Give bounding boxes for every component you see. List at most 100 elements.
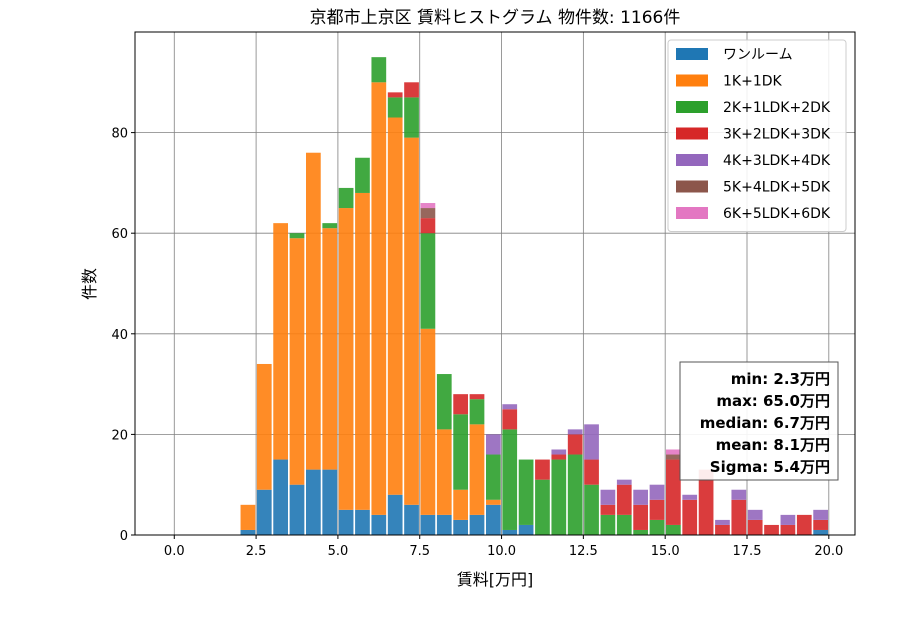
bar-segment: [600, 514, 616, 535]
bar-segment: [780, 514, 796, 525]
bar-segment: [649, 499, 665, 520]
x-tick-label: 7.5: [409, 544, 430, 559]
bar-segment: [338, 509, 354, 535]
bar-segment: [682, 499, 698, 535]
x-ticks: 0.0 2.5 5.0 7.5 10.0 12.5 15.0 17.5 20.0: [164, 535, 843, 559]
bar-segment: [420, 208, 436, 219]
legend-frame: [667, 39, 847, 232]
bar-segment: [420, 203, 436, 209]
legend-swatch: [676, 127, 708, 140]
bar-segment: [453, 519, 468, 535]
bar-segment: [387, 494, 403, 535]
bar-segment: [682, 494, 698, 500]
bar-segment: [371, 57, 387, 83]
stats-line: Sigma: 5.4万円: [710, 458, 830, 476]
bar-segment: [420, 218, 436, 234]
bar-segment: [404, 97, 419, 138]
bar-segment: [813, 529, 828, 535]
bar-segment: [796, 514, 812, 535]
bar-segment: [584, 424, 599, 460]
bar-segment: [387, 92, 403, 98]
bar-segment: [502, 404, 518, 410]
legend-swatch: [676, 101, 708, 113]
plot-frame: [134, 31, 856, 536]
y-tick-label: 60: [111, 227, 128, 242]
bar-segment: [420, 233, 436, 329]
x-axis-label: 賃料[万円]: [457, 570, 534, 589]
bar-segment: [387, 97, 403, 118]
bar-segment: [633, 504, 648, 530]
x-tick-label: 20.0: [814, 544, 843, 559]
bar-segment: [567, 434, 583, 455]
bar-segment: [747, 509, 763, 520]
legend-swatch: [676, 180, 708, 193]
x-tick-label: 10.0: [487, 544, 516, 559]
y-tick-label: 20: [111, 428, 128, 443]
bar-segment: [404, 137, 419, 505]
bars: [240, 57, 828, 535]
stats-line: max: 65.0万円: [716, 392, 830, 410]
bar-segment: [404, 82, 419, 98]
bar-segment: [666, 449, 681, 455]
x-tick-label: 17.5: [733, 544, 762, 559]
bar-segment: [256, 363, 272, 490]
bar-segment: [453, 394, 468, 415]
bar-segment: [306, 469, 321, 535]
bar-segment: [567, 429, 583, 435]
legend-entry: 6K+5LDK+6DK: [723, 206, 831, 222]
bar-segment: [289, 238, 305, 485]
bar-segment: [780, 524, 796, 535]
stats-line: min: 2.3万円: [731, 370, 830, 388]
y-tick-label: 0: [120, 529, 128, 544]
bar-segment: [240, 504, 256, 530]
bar-segment: [306, 152, 321, 470]
bar-segment: [469, 514, 485, 535]
bar-segment: [551, 454, 567, 460]
bar-segment: [633, 529, 648, 535]
bar-segment: [649, 519, 665, 535]
bar-segment: [322, 469, 338, 535]
bar-segment: [764, 524, 779, 535]
bar-segment: [616, 514, 632, 535]
legend-entry: 1K+1DK: [723, 74, 783, 90]
legend-entry: 4K+3LDK+4DK: [723, 153, 831, 169]
bar-segment: [469, 394, 485, 400]
bar-segment: [600, 504, 616, 515]
bar-segment: [715, 524, 730, 535]
bar-segment: [633, 489, 648, 505]
bar-segment: [535, 479, 550, 535]
chart-title: 京都市上京区 賃料ヒストグラム 物件数: 1166件: [310, 8, 681, 28]
bar-segment: [600, 489, 616, 505]
bar-segment: [666, 459, 681, 525]
bar-segment: [387, 117, 403, 495]
legend-entry: 2K+1LDK+2DK: [723, 100, 831, 116]
bar-segment: [813, 519, 828, 530]
bar-segment: [469, 424, 485, 515]
bar-segment: [289, 484, 305, 535]
bar-segment: [273, 459, 288, 535]
bar-segment: [420, 514, 436, 535]
bar-segment: [355, 157, 370, 193]
stats-frame: [679, 361, 839, 481]
legend-swatch: [676, 48, 708, 60]
legend: ワンルーム 1K+1DK 2K+1LDK+2DK 3K+2LDK+3DK 4K+3LDK…: [667, 39, 847, 232]
stats-line: median: 6.7万円: [700, 414, 830, 432]
bar-segment: [535, 459, 550, 480]
y-axis-label: 件数: [80, 268, 99, 300]
bar-segment: [240, 529, 256, 535]
bar-segment: [567, 454, 583, 535]
bar-segment: [420, 328, 436, 515]
x-tick-label: 5.0: [328, 544, 349, 559]
x-tick-label: 0.0: [164, 544, 185, 559]
y-ticks: 0 20 40 60 80: [111, 127, 135, 544]
legend-entry: ワンルーム: [723, 47, 793, 63]
bar-segment: [731, 499, 747, 535]
bar-segment: [338, 187, 354, 209]
bar-segment: [469, 399, 485, 425]
bar-segment: [502, 409, 518, 430]
bar-segment: [289, 233, 305, 239]
bar-segment: [256, 489, 272, 535]
bar-segment: [584, 459, 599, 485]
